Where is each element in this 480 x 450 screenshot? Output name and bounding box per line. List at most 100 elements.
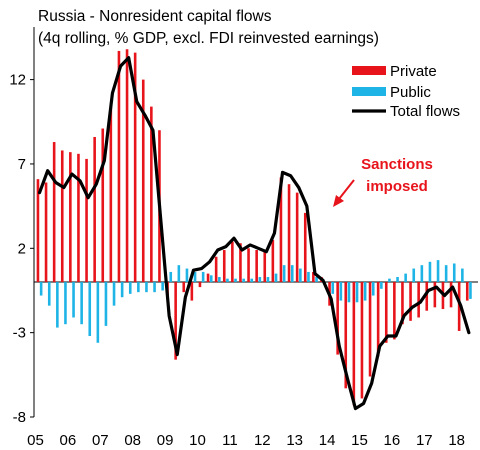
private-bar [352,282,356,406]
x-tick-label: 12 [254,432,271,449]
private-bar [77,153,80,283]
public-bar [307,271,310,283]
private-bar [125,49,129,283]
private-bar [401,282,404,325]
x-tick-label: 15 [351,432,368,449]
private-bar [457,282,461,331]
chart-subtitle: (4q rolling, % GDP, excl. FDI reinvested… [38,30,379,47]
public-bar [185,268,189,283]
private-bar [52,142,56,283]
legend-swatch-public [352,87,386,96]
private-bar [206,273,210,283]
x-tick-label: 07 [92,432,109,449]
chart-title: Russia - Nonresident capital flows [38,8,272,25]
public-bar [112,282,116,306]
public-bar [39,282,43,296]
public-bar [461,268,464,283]
private-bar [239,243,242,283]
private-bar [190,282,194,301]
y-tick-label: -3 [13,325,26,342]
private-bar [214,256,218,283]
private-bar [247,248,250,283]
public-bar [104,282,108,326]
public-bar [128,282,132,294]
private-bar [150,106,153,283]
public-bar [56,282,59,328]
private-bar [279,177,283,283]
public-bar [161,282,164,291]
private-bar [182,282,186,293]
private-bar [417,282,420,318]
private-bar [141,79,145,283]
private-bar [263,249,267,283]
public-bar [137,282,140,293]
total-flows-line [37,56,471,411]
x-tick-label: 08 [124,432,141,449]
y-tick-label: 12 [9,72,26,89]
private-bar [133,52,137,283]
private-bar [433,282,437,308]
public-bar [396,276,399,283]
public-bar [226,278,229,283]
public-bar [420,265,424,283]
x-tick-label: 10 [189,432,206,449]
private-bar [360,282,364,399]
public-bar [96,282,100,343]
public-bar [355,282,359,303]
public-bar [404,273,407,283]
public-bar [47,282,51,306]
public-bar [145,282,148,293]
public-bar [363,282,367,301]
private-bar [117,50,121,283]
public-bar [250,278,254,283]
x-tick-label: 13 [286,432,303,449]
x-tick-label: 17 [416,432,433,449]
public-bar [371,282,375,296]
public-bar [209,275,213,283]
private-bar [287,184,291,283]
legend-label: Public [390,84,431,101]
public-bar [72,282,75,318]
private-bar [376,282,380,357]
private-bar [312,271,315,283]
public-bar [380,282,383,289]
private-bar [101,128,105,283]
private-bar [231,241,234,283]
public-bar [153,282,156,293]
legend-swatch-private [352,66,386,75]
private-bar [303,212,307,283]
x-tick-label: 16 [384,432,401,449]
private-bar [60,150,64,283]
public-bar [234,278,237,283]
private-bar [93,136,96,283]
legend-label: Total flows [390,103,460,120]
private-bar [109,103,113,283]
private-bar [198,282,202,288]
public-bar [242,278,245,283]
x-tick-label: 05 [27,432,44,449]
public-bar [428,261,432,283]
x-tick-label: 09 [157,432,174,449]
public-bar [258,276,262,283]
public-bar [412,268,416,283]
private-bar [295,192,299,283]
x-tick-label: 14 [319,432,336,449]
public-bar [169,271,173,283]
public-bar [64,282,67,325]
public-bar [274,273,278,283]
private-bar [384,282,388,343]
public-bar [177,265,181,283]
public-bar [299,268,302,283]
public-bar [452,263,456,283]
x-tick-label: 11 [222,432,238,449]
private-bar [393,282,396,340]
private-bar [425,282,429,311]
public-bar [436,260,440,283]
private-bar [255,249,258,283]
legend-label: Private [390,63,437,80]
annotation-arrow-head [333,195,344,207]
public-bar [120,282,124,298]
public-bar [218,276,221,283]
private-bar [69,152,72,283]
